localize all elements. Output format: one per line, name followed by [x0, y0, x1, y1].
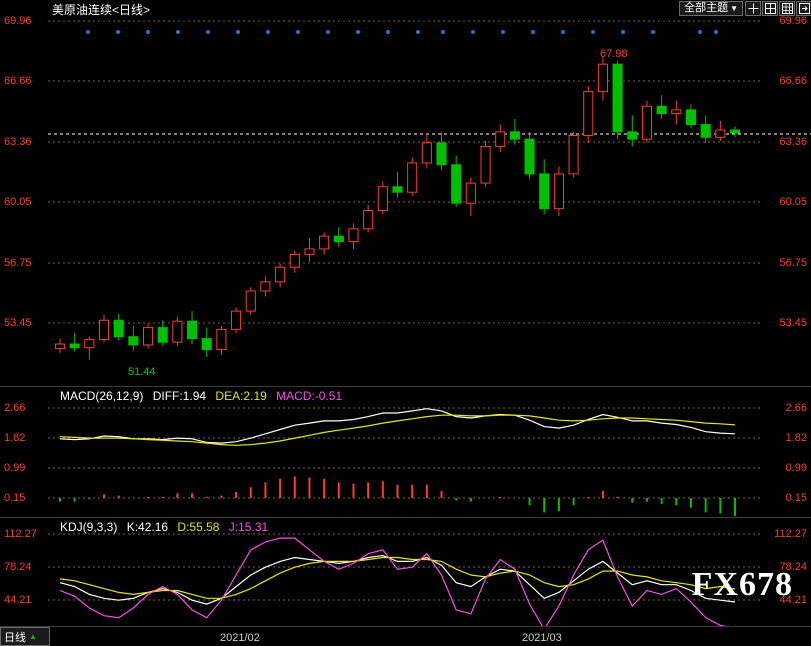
axis-tick-label: 2.66	[785, 402, 807, 414]
axis-tick-label: 60.05	[779, 196, 807, 208]
period-selector[interactable]: 日线 ▲	[0, 627, 50, 646]
axis-tick-label: 66.66	[4, 75, 32, 87]
signal-dot-row	[86, 30, 718, 34]
axis-tick-label: 0.15	[785, 492, 807, 504]
kdj-j-value: J:15.31	[228, 520, 269, 534]
kdj-indicator-name: KDJ(9,3,3)	[60, 520, 118, 534]
theme-selector[interactable]: 全部主题 ▼	[679, 1, 743, 16]
axis-tick-label: 56.75	[779, 257, 807, 269]
price-plot	[48, 20, 811, 360]
period-selector-label: 日线	[4, 631, 26, 644]
macd-indicator-name: MACD(26,12,9)	[60, 389, 144, 403]
kdj-j-line	[59, 537, 728, 626]
axis-tick-label: 44.21	[779, 594, 807, 606]
axis-tick-label: 69.96	[779, 15, 807, 27]
expand-icon	[798, 3, 810, 14]
price-chart-panel[interactable]: 69.96 66.66 63.36 60.05 56.75 53.45 69.96 66.6…	[0, 15, 811, 385]
title-bar: 美原油连续<日线> 全部主题 ▼	[0, 0, 811, 17]
low-price-annotation: 51.44	[128, 366, 156, 378]
macd-dea-value: DEA:2.19	[215, 389, 267, 403]
expand-tool-button[interactable]	[796, 1, 811, 16]
crosshair-tool-button[interactable]	[745, 1, 761, 16]
macd-dea-line	[59, 414, 736, 446]
axis-tick-label: 53.45	[4, 317, 32, 329]
kdj-k-value: K:42.16	[126, 520, 169, 534]
axis-tick-label: 56.75	[4, 257, 32, 269]
kdj-k-line	[59, 554, 736, 605]
chevron-up-icon: ▲	[29, 632, 37, 641]
axis-tick-label: 60.05	[4, 196, 32, 208]
panel-divider-kdj	[0, 517, 811, 518]
high-price-annotation: 67.98	[600, 48, 628, 60]
nine-grid-tool-button[interactable]	[779, 1, 795, 16]
axis-tick-label: 44.21	[4, 594, 32, 606]
crosshair-icon	[748, 3, 758, 14]
kdj-header: KDJ(9,3,3) K:42.16 D:55.58 J:15.31	[60, 520, 274, 534]
axis-tick-label: 112.27	[4, 528, 37, 540]
x-axis-tick-label: 2021/02	[220, 632, 260, 644]
axis-tick-label: 0.99	[4, 462, 26, 474]
axis-tick-label: 63.36	[779, 136, 807, 148]
axis-tick-label: 78.24	[779, 561, 807, 573]
axis-tick-label: 1.82	[4, 432, 26, 444]
grid4-icon	[764, 3, 776, 14]
axis-tick-label: 69.96	[4, 15, 32, 27]
kdj-d-line	[59, 556, 736, 599]
bottom-bar: 日线 ▲ 2021/02 2021/03	[0, 626, 811, 646]
panel-divider-macd	[0, 386, 811, 387]
macd-header: MACD(26,12,9) DIFF:1.94 DEA:2.19 MACD:-0…	[60, 389, 348, 403]
macd-diff-value: DIFF:1.94	[152, 389, 207, 403]
page-title: 美原油连续<日线>	[52, 3, 151, 17]
theme-selector-label: 全部主题	[684, 2, 729, 14]
kdj-plot	[48, 533, 760, 626]
chevron-down-icon: ▼	[730, 4, 738, 13]
axis-tick-label: 1.82	[785, 432, 807, 444]
axis-tick-label: 66.66	[779, 75, 807, 87]
candlestick-series	[54, 57, 741, 360]
kdj-d-value: D:55.58	[177, 520, 220, 534]
macd-histogram	[59, 476, 736, 516]
axis-tick-label: 63.36	[4, 136, 32, 148]
axis-tick-label: 112.27	[774, 528, 807, 540]
macd-panel[interactable]: MACD(26,12,9) DIFF:1.94 DEA:2.19 MACD:-0…	[0, 386, 811, 516]
macd-macd-value: MACD:-0.51	[276, 389, 343, 403]
axis-tick-label: 53.45	[779, 317, 807, 329]
axis-tick-label: 0.99	[785, 462, 807, 474]
axis-tick-label: 78.24	[4, 561, 32, 573]
watermark: FX678	[691, 566, 793, 603]
four-grid-tool-button[interactable]	[762, 1, 778, 16]
kdj-panel[interactable]: KDJ(9,3,3) K:42.16 D:55.58 J:15.31 112.2…	[0, 517, 811, 626]
macd-plot	[48, 407, 760, 516]
axis-tick-label: 0.15	[4, 492, 26, 504]
grid9-icon	[781, 3, 793, 14]
axis-tick-label: 2.66	[4, 402, 26, 414]
x-axis-tick-label: 2021/03	[522, 632, 562, 644]
